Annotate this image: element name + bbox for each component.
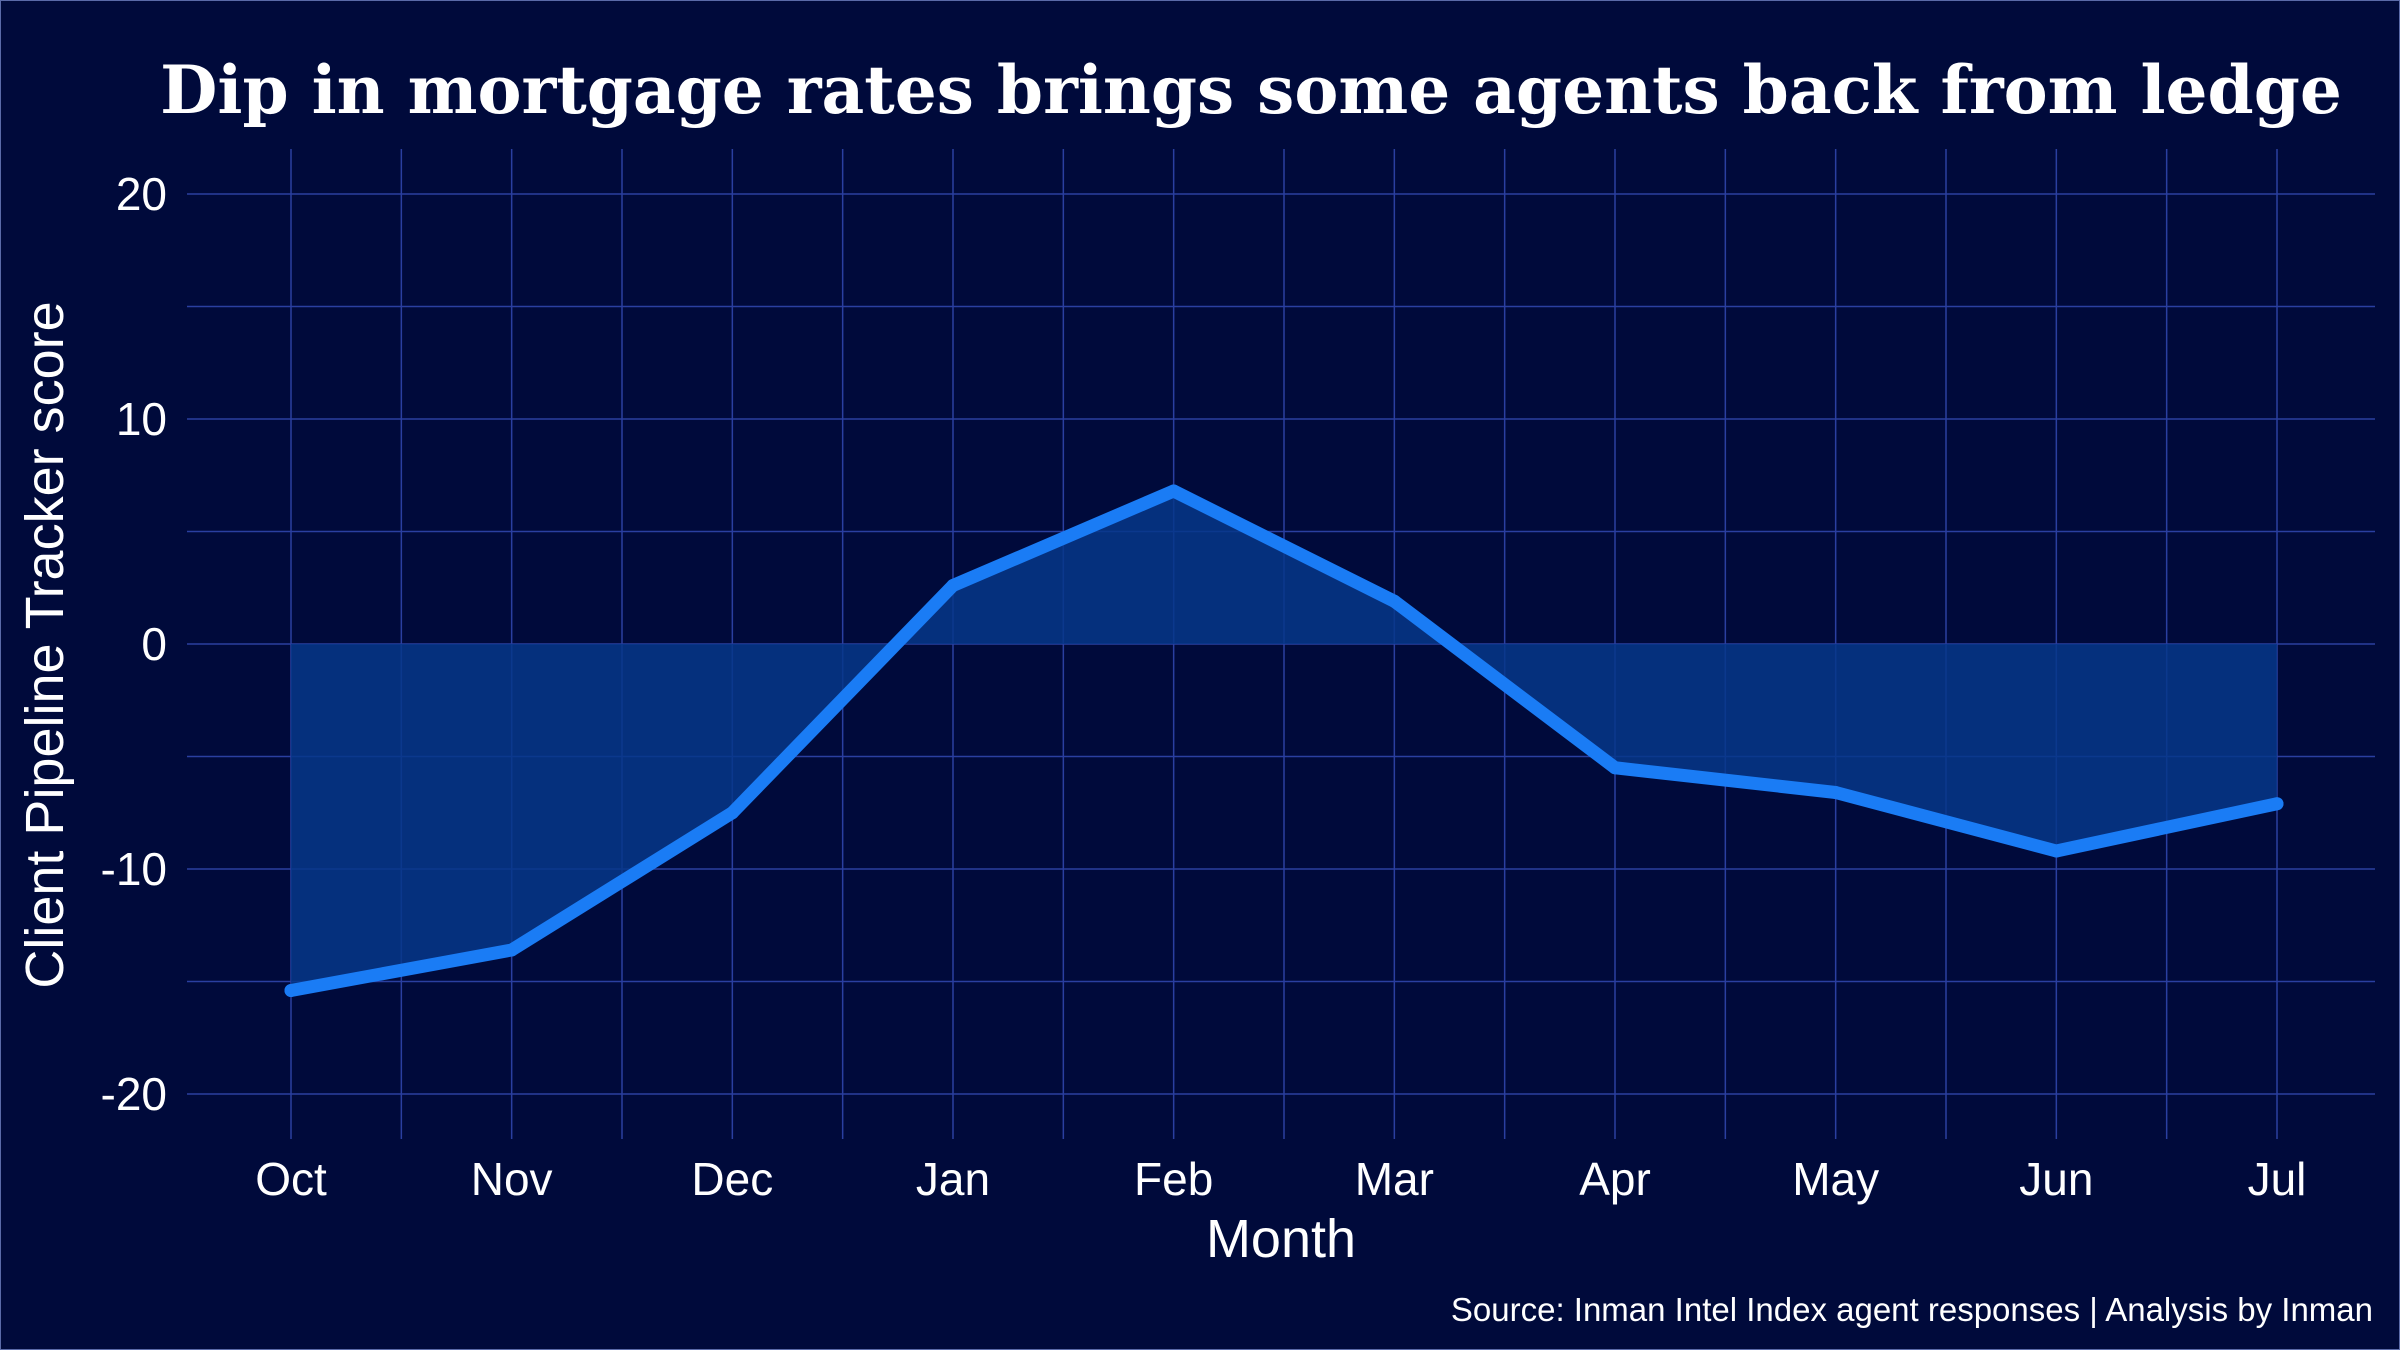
area-fill-layer (291, 491, 2277, 991)
data-point (1608, 761, 1622, 775)
data-point (1387, 594, 1401, 608)
chart-title: Dip in mortgage rates brings some agents… (160, 51, 2342, 129)
data-point (725, 806, 739, 820)
x-tick-label: Apr (1579, 1153, 1651, 1205)
x-tick-label: Feb (1134, 1153, 1213, 1205)
series-line (284, 484, 2284, 997)
x-axis-ticks: Oct Nov Dec Jan Feb Mar Apr May Jun Jul (255, 1153, 2306, 1205)
x-axis-label: Month (1206, 1209, 1356, 1269)
y-tick-label: -20 (101, 1068, 167, 1120)
y-tick-label: 20 (116, 168, 167, 220)
x-tick-label: May (1792, 1153, 1879, 1205)
data-point (946, 579, 960, 592)
x-tick-label: Jan (916, 1153, 990, 1205)
y-axis-label: Client Pipeline Tracker score (15, 301, 75, 988)
y-tick-label: 0 (141, 618, 167, 670)
x-tick-label: Nov (471, 1153, 553, 1205)
x-tick-label: Oct (255, 1153, 327, 1205)
x-tick-label: Jul (2248, 1153, 2307, 1205)
data-point (1829, 786, 1843, 799)
source-caption: Source: Inman Intel Index agent response… (1451, 1291, 2373, 1328)
area-fill (291, 491, 2277, 991)
data-point (2049, 844, 2063, 858)
data-point (284, 984, 298, 997)
y-tick-label: -10 (101, 843, 167, 895)
x-tick-label: Jun (2019, 1153, 2093, 1205)
x-tick-label: Dec (691, 1153, 773, 1205)
series-line-layer (284, 484, 2284, 997)
y-axis-ticks: -20 -10 0 10 20 (101, 168, 167, 1120)
data-point (1167, 484, 1181, 498)
x-tick-label: Mar (1355, 1153, 1434, 1205)
y-tick-label: 10 (116, 393, 167, 445)
data-point (2270, 797, 2284, 811)
data-point (505, 943, 519, 957)
